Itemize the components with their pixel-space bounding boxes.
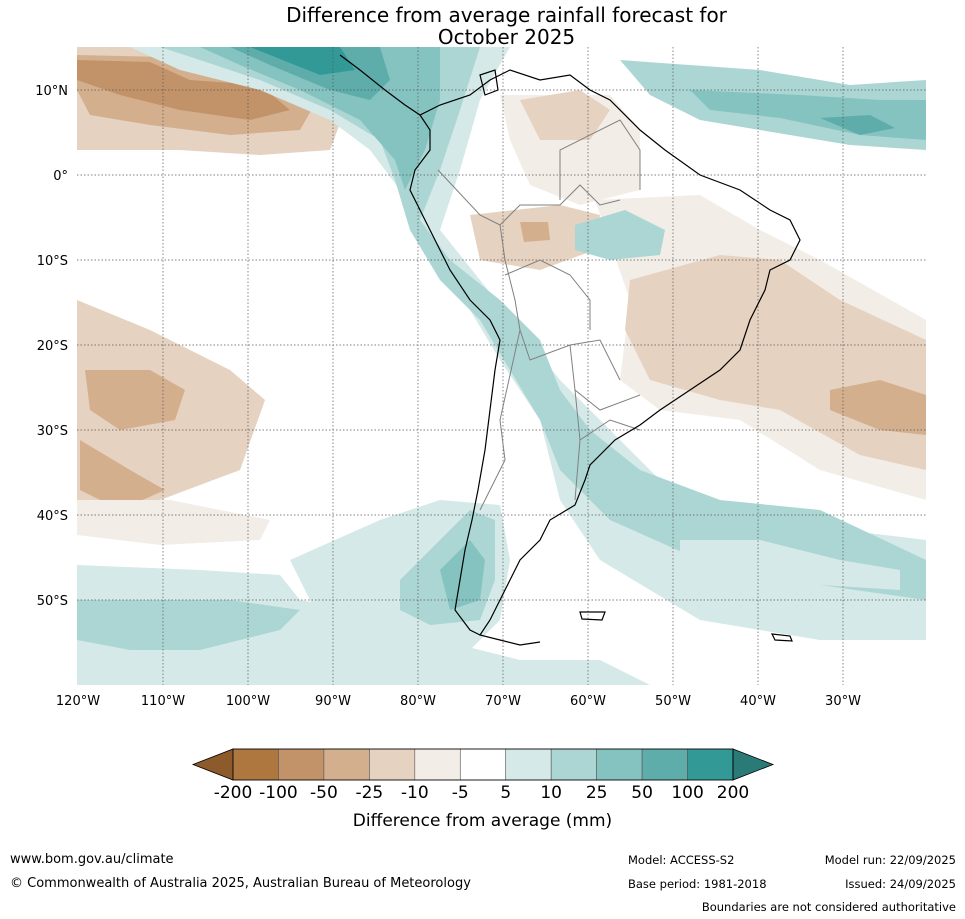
lon-labels: 120°W 110°W 100°W 90°W 80°W 70°W 60°W 50… — [56, 694, 861, 709]
colorbar-swatch — [641, 748, 688, 781]
colorbar-swatch — [369, 748, 416, 781]
title-line-1: Difference from average rainfall forecas… — [286, 3, 727, 27]
colorbar-tick-label: 25 — [586, 783, 608, 803]
wet-region-south-atlantic-light — [680, 540, 900, 590]
colorbar-tick-label: 10 — [540, 783, 562, 803]
dry-region-pacific-south-light — [77, 500, 270, 545]
dry-region-amazon-core — [520, 222, 550, 242]
colorbar-swatch — [278, 748, 325, 781]
wet-region-patagonia-core — [440, 540, 485, 610]
wet-region-tropics-peak — [250, 47, 355, 75]
colorbar-swatch — [323, 748, 370, 781]
dry-region-east-pacific-south — [80, 440, 165, 510]
lon-label: 40°W — [740, 694, 776, 709]
colorbar-swatch — [505, 748, 552, 781]
wet-region-atlantic-north-peak — [820, 115, 895, 135]
lat-labels: 10°N 0° 10°S 20°S 30°S 40°S 50°S — [35, 84, 68, 609]
wet-region-southern-ocean — [77, 565, 650, 685]
footer-model-run: Model run: 22/09/2025 — [824, 853, 956, 867]
lon-label: 50°W — [655, 694, 691, 709]
lon-label: 60°W — [570, 694, 606, 709]
country-borders — [437, 119, 641, 511]
colorbar-ticks: -200 -100 -50 -25 -10 -5 5 10 25 50 100 200 — [214, 783, 750, 803]
lat-label: 50°S — [37, 594, 68, 609]
colorbar-tick-label: -100 — [259, 783, 298, 803]
colorbar-tick-label: 200 — [717, 783, 749, 803]
dry-region-east-pacific-core — [85, 370, 185, 430]
colorbar-tick-label: 5 — [500, 783, 511, 803]
lon-label: 80°W — [400, 694, 436, 709]
colorbar-tick-label: -5 — [452, 783, 469, 803]
graticule — [77, 47, 926, 685]
wet-region-brazil-north — [575, 210, 665, 260]
lat-label: 0° — [53, 169, 68, 184]
lon-label: 100°W — [226, 694, 270, 709]
coastline — [339, 54, 801, 646]
colorbar-swatch — [414, 748, 461, 781]
colorbar-tick-label: 50 — [631, 783, 653, 803]
lon-label: 30°W — [825, 694, 861, 709]
colorbar-label: Difference from average (mm) — [352, 811, 613, 831]
colorbar-swatch — [459, 748, 507, 781]
lon-label: 120°W — [56, 694, 100, 709]
footer-base-period: Base period: 1981-2018 — [628, 877, 767, 891]
lat-label: 30°S — [37, 424, 68, 439]
colorbar-extend-high — [732, 748, 775, 781]
title-line-2: October 2025 — [437, 25, 576, 49]
colorbar-tick-label: 100 — [671, 783, 703, 803]
footer-model: Model: ACCESS-S2 — [628, 853, 735, 867]
colorbar-swatch — [232, 748, 279, 781]
colorbar-extend-low — [191, 748, 234, 781]
footer-copyright: © Commonwealth of Australia 2025, Austra… — [10, 876, 471, 891]
lon-label: 70°W — [485, 694, 521, 709]
colorbar-tick-label: -10 — [401, 783, 429, 803]
colorbar-swatch — [687, 748, 734, 781]
colorbar-swatch — [550, 748, 597, 781]
wet-region-tropics-core — [230, 47, 390, 100]
lon-label: 90°W — [315, 694, 351, 709]
colorbar — [191, 748, 775, 781]
footer-disclaimer: Boundaries are not considered authoritat… — [701, 900, 956, 914]
lon-label: 110°W — [141, 694, 185, 709]
colorbar-frame — [232, 748, 734, 781]
colorbar-swatch — [596, 748, 643, 781]
wet-region-tropics-mid — [160, 47, 926, 600]
wet-region-southern-ocean-core — [77, 600, 300, 650]
colorbar-tick-label: -25 — [355, 783, 383, 803]
dry-region-atlantic-core — [830, 380, 926, 435]
lat-label: 20°S — [37, 339, 68, 354]
lat-label: 40°S — [37, 509, 68, 524]
lat-label: 10°S — [37, 254, 68, 269]
map-title: Difference from average rainfall forecas… — [0, 4, 965, 48]
map-plot-area — [77, 47, 926, 685]
dry-region-venezuela-core — [520, 90, 610, 140]
lat-label: 10°N — [35, 84, 68, 99]
colorbar-tick-label: -50 — [310, 783, 338, 803]
colorbar-tick-label: -200 — [214, 783, 253, 803]
footer-url[interactable]: www.bom.gov.au/climate — [10, 852, 174, 867]
footer-issued: Issued: 24/09/2025 — [845, 877, 956, 891]
